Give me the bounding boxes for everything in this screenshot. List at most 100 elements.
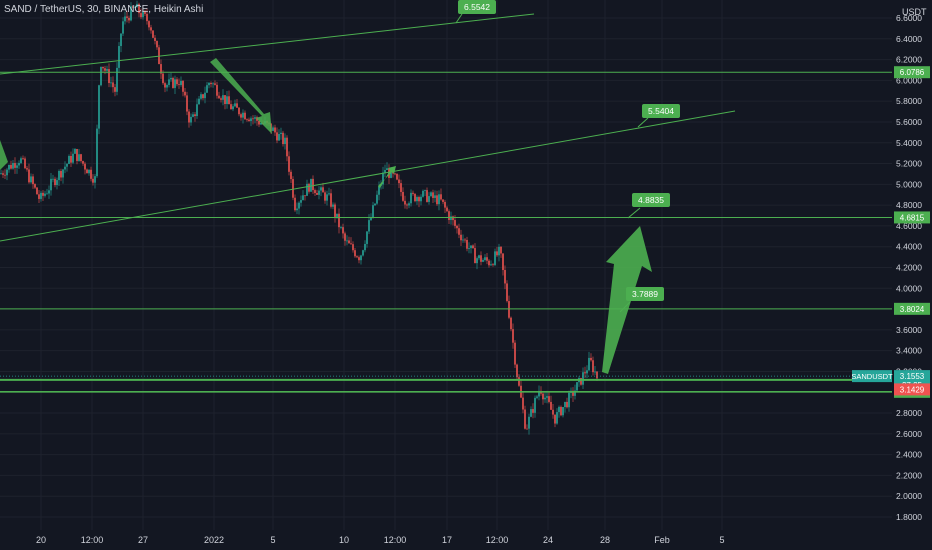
time-tick-label: 12:00 [81,535,104,545]
candle-body [458,228,460,235]
candle-body [30,176,32,183]
candle-body [532,409,534,413]
candle-body [376,194,378,204]
candle-body [148,21,150,28]
candle-body [10,164,12,169]
candle-body [328,193,330,195]
candle-body [162,73,164,84]
candle-body [510,317,512,330]
candle-body [410,192,412,204]
candle-body [548,396,550,402]
candle-body [218,95,220,99]
target-pointer-2 [627,207,641,219]
price-tick-label: 6.2000 [896,55,922,65]
candle-body [344,233,346,241]
price-axis[interactable]: 6.6000 6.4000 6.2000 6.0000 5.8000 5.6000 5.40… [896,13,922,522]
time-tick-label: 12:00 [384,535,407,545]
candle-body [568,392,570,408]
candle-body [472,245,474,249]
candle-body [188,111,190,123]
candle-body [444,201,446,208]
candle-body [12,163,14,169]
candle-body [214,83,216,85]
candle-body [36,187,38,195]
candle-body [274,127,276,133]
price-tick-label: 5.6000 [896,117,922,127]
candle-body [204,92,206,99]
candle-body [420,196,422,202]
price-tick-label: 2.4000 [896,450,922,460]
candle-body [90,169,92,179]
trend-line-upper[interactable] [0,13,535,75]
candle-body [26,168,28,170]
target-box-upper[interactable] [632,193,670,207]
candle-body [216,84,218,96]
candle-body [300,200,302,203]
target-box-lower[interactable] [626,287,664,301]
price-tick-label: 1.8000 [896,512,922,522]
candle-body [320,187,322,191]
candle-body [358,257,360,261]
candle-body [38,194,40,199]
candle-body [524,409,526,429]
candle-body [398,179,400,184]
candle-body [174,79,176,88]
candle-body [246,119,248,121]
candle-body [112,82,114,88]
candle-body [316,192,318,195]
candle-body [436,195,438,205]
trend-line-lower[interactable] [0,110,736,242]
arrow-left-icon [0,140,8,170]
time-tick-label: 10 [339,535,349,545]
candle-body [460,234,462,241]
candle-body [582,372,584,385]
time-axis[interactable]: 20 12:00 27 2022 5 10 12:00 17 12:00 24 28 Feb 5 [36,535,725,545]
candle-body [142,10,144,18]
candle-body [98,85,100,129]
drawing-labels: 6.5542 5.5404 4.8835 3.7889 [458,0,680,301]
price-tick-label: 6.4000 [896,34,922,44]
candle-body [28,169,30,183]
candle-body [336,213,338,217]
candle-body [594,371,596,373]
candle-body [378,185,380,195]
currency-label: USDT [902,7,927,17]
candle-body [62,169,64,178]
candle-body [426,190,428,202]
candle-body [354,250,356,257]
time-tick-label: 17 [442,535,452,545]
candle-body [326,194,328,201]
candle-body [464,239,466,241]
candle-body [492,264,494,266]
candle-body [456,225,458,229]
candle-body [498,246,500,256]
candle-body [68,155,70,164]
candle-body [440,194,442,200]
price-tick-label: 4.8000 [896,200,922,210]
last-price-tag [894,383,930,396]
candle-body [234,103,236,107]
candle-body [244,112,246,120]
candle-body [22,158,24,160]
candles [0,0,598,435]
candle-body [226,96,228,105]
candle-body [126,16,128,18]
candle-body [260,122,262,125]
candle-body [480,255,482,262]
candle-body [118,46,120,68]
time-tick-label: 24 [543,535,553,545]
candle-body [202,94,204,99]
candle-body [292,179,294,198]
candle-body [40,192,42,199]
candle-body [172,77,174,88]
candle-body [302,195,304,201]
candle-body [546,396,548,398]
candle-body [562,407,564,416]
candle-body [76,149,78,161]
candle-body [448,211,450,221]
candle-body [20,158,22,164]
label-box-lower[interactable] [642,104,680,118]
label-box-upper[interactable] [458,0,496,14]
